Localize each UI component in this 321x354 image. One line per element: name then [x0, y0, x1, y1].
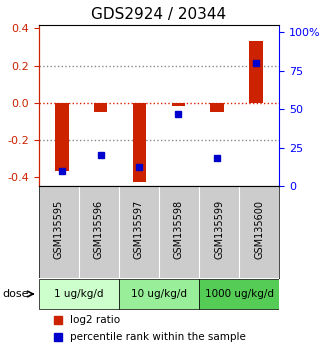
- Bar: [55, 103, 69, 171]
- Text: log2 ratio: log2 ratio: [70, 315, 120, 325]
- Bar: [249, 41, 263, 103]
- Text: 1000 ug/kg/d: 1000 ug/kg/d: [205, 289, 273, 299]
- Text: percentile rank within the sample: percentile rank within the sample: [70, 332, 246, 342]
- Text: GSM135598: GSM135598: [174, 200, 184, 259]
- Title: GDS2924 / 20344: GDS2924 / 20344: [91, 7, 226, 22]
- Bar: [210, 103, 224, 112]
- FancyBboxPatch shape: [39, 279, 119, 309]
- Bar: [171, 103, 185, 106]
- FancyBboxPatch shape: [199, 279, 279, 309]
- FancyBboxPatch shape: [119, 279, 199, 309]
- Text: GSM135595: GSM135595: [54, 200, 64, 259]
- Bar: [133, 103, 146, 182]
- Bar: [94, 103, 108, 112]
- Text: 10 ug/kg/d: 10 ug/kg/d: [131, 289, 187, 299]
- Text: 1 ug/kg/d: 1 ug/kg/d: [54, 289, 103, 299]
- Text: GSM135597: GSM135597: [134, 200, 144, 259]
- Text: GSM135600: GSM135600: [254, 200, 264, 259]
- Text: dose: dose: [2, 289, 29, 299]
- Text: GSM135599: GSM135599: [214, 200, 224, 259]
- Text: GSM135596: GSM135596: [94, 200, 104, 259]
